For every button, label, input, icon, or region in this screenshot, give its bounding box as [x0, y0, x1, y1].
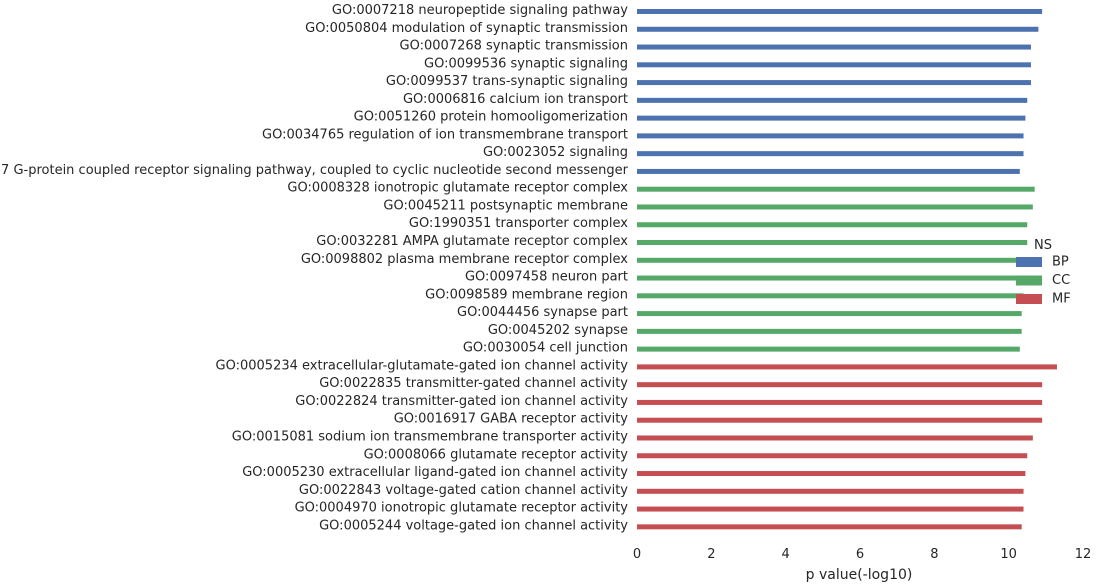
bar-bp — [637, 133, 1024, 139]
bar-cc — [637, 275, 1024, 281]
category-label: GO:0034765 regulation of ion transmembra… — [262, 127, 628, 142]
bar-mf — [637, 364, 1057, 370]
category-label: GO:0032281 AMPA glutamate receptor compl… — [316, 234, 628, 249]
category-label: GO:0004970 ionotropic glutamate receptor… — [295, 501, 629, 516]
bar-bp — [637, 62, 1031, 68]
bar-cc — [637, 204, 1033, 210]
bar-mf — [637, 506, 1024, 512]
category-label: GO:0099536 synaptic signaling — [424, 56, 628, 71]
category-labels: GO:0007218 neuropeptide signaling pathwa… — [0, 3, 629, 533]
category-label: GO:0015081 sodium ion transmembrane tran… — [232, 429, 628, 444]
legend-swatch-mf — [1016, 294, 1042, 304]
category-label: GO:0022835 transmitter-gated channel act… — [319, 376, 628, 391]
x-axis-label: p value(-log10) — [806, 567, 913, 583]
bar-cc — [637, 186, 1035, 192]
category-label: GO:0007187 G-protein coupled receptor si… — [0, 163, 629, 178]
category-label: GO:0045211 postsynaptic membrane — [383, 198, 628, 213]
legend-label-cc: CC — [1052, 273, 1070, 288]
x-tick-label: 8 — [930, 547, 938, 562]
category-label: GO:0007218 neuropeptide signaling pathwa… — [332, 3, 628, 18]
bar-cc — [637, 222, 1028, 228]
category-label: GO:0005234 extracellular-glutamate-gated… — [216, 358, 629, 373]
category-label: GO:1990351 transporter complex — [409, 216, 628, 231]
legend-swatch-cc — [1016, 275, 1042, 286]
bar-cc — [637, 257, 1026, 263]
category-label: GO:0007268 synaptic transmission — [400, 39, 628, 54]
bar-bp — [637, 44, 1031, 50]
bar-mf — [637, 488, 1024, 494]
category-label: GO:0097458 neuron part — [465, 270, 628, 285]
category-label: GO:0044456 synapse part — [457, 305, 628, 320]
x-tick-label: 0 — [633, 547, 641, 562]
legend: NS BP CC MF — [1016, 238, 1071, 307]
bar-bp — [637, 9, 1043, 14]
category-label: GO:0030054 cell junction — [463, 341, 628, 356]
x-tick-label: 10 — [1000, 547, 1017, 562]
bar-mf — [637, 453, 1028, 459]
category-label: GO:0023052 signaling — [483, 145, 628, 160]
legend-label-bp: BP — [1052, 255, 1069, 270]
bar-cc — [637, 293, 1024, 299]
bar-bp — [637, 151, 1024, 157]
category-label: GO:0098589 membrane region — [425, 287, 628, 302]
bar-mf — [637, 382, 1043, 388]
bar-bp — [637, 168, 1020, 174]
bars-layer — [637, 9, 1057, 530]
category-label: GO:0006816 calcium ion transport — [403, 92, 628, 107]
category-label: GO:0050804 modulation of synaptic transm… — [305, 21, 628, 36]
x-tick-label: 6 — [856, 547, 864, 562]
category-label: GO:0005230 extracellular ligand-gated io… — [242, 465, 628, 480]
category-label: GO:0016917 GABA receptor activity — [394, 412, 629, 427]
legend-label-mf: MF — [1052, 292, 1071, 307]
bar-mf — [637, 524, 1022, 530]
bar-cc — [637, 346, 1020, 352]
x-tick-label: 12 — [1075, 547, 1092, 562]
bar-bp — [637, 97, 1028, 103]
bar-mf — [637, 471, 1026, 477]
bar-cc — [637, 328, 1022, 334]
bar-mf — [637, 435, 1033, 441]
x-tick-label: 4 — [782, 547, 790, 562]
legend-swatch-bp — [1016, 257, 1042, 267]
bar-mf — [637, 417, 1043, 423]
category-label: GO:0008066 glutamate receptor activity — [364, 447, 629, 462]
x-axis: 0 2 4 6 8 10 12 — [633, 547, 1091, 562]
category-label: GO:0099537 trans-synaptic signaling — [386, 74, 628, 89]
legend-title: NS — [1034, 238, 1052, 253]
category-label: GO:0008328 ionotropic glutamate receptor… — [287, 181, 628, 196]
bar-cc — [637, 240, 1028, 246]
category-label: GO:0045202 synapse — [488, 323, 628, 338]
bar-bp — [637, 26, 1039, 32]
bar-bp — [637, 80, 1031, 86]
category-label: GO:0022824 transmitter-gated ion channel… — [295, 394, 628, 409]
category-label: GO:0022843 voltage-gated cation channel … — [299, 483, 628, 498]
category-label: GO:0005244 voltage-gated ion channel act… — [319, 518, 628, 533]
category-label: GO:0051260 protein homooligomerization — [354, 110, 628, 125]
bar-mf — [637, 399, 1043, 405]
category-label: GO:0098802 plasma membrane receptor comp… — [301, 252, 628, 267]
bar-bp — [637, 115, 1026, 121]
x-tick-label: 2 — [707, 547, 715, 562]
bar-cc — [637, 311, 1022, 317]
